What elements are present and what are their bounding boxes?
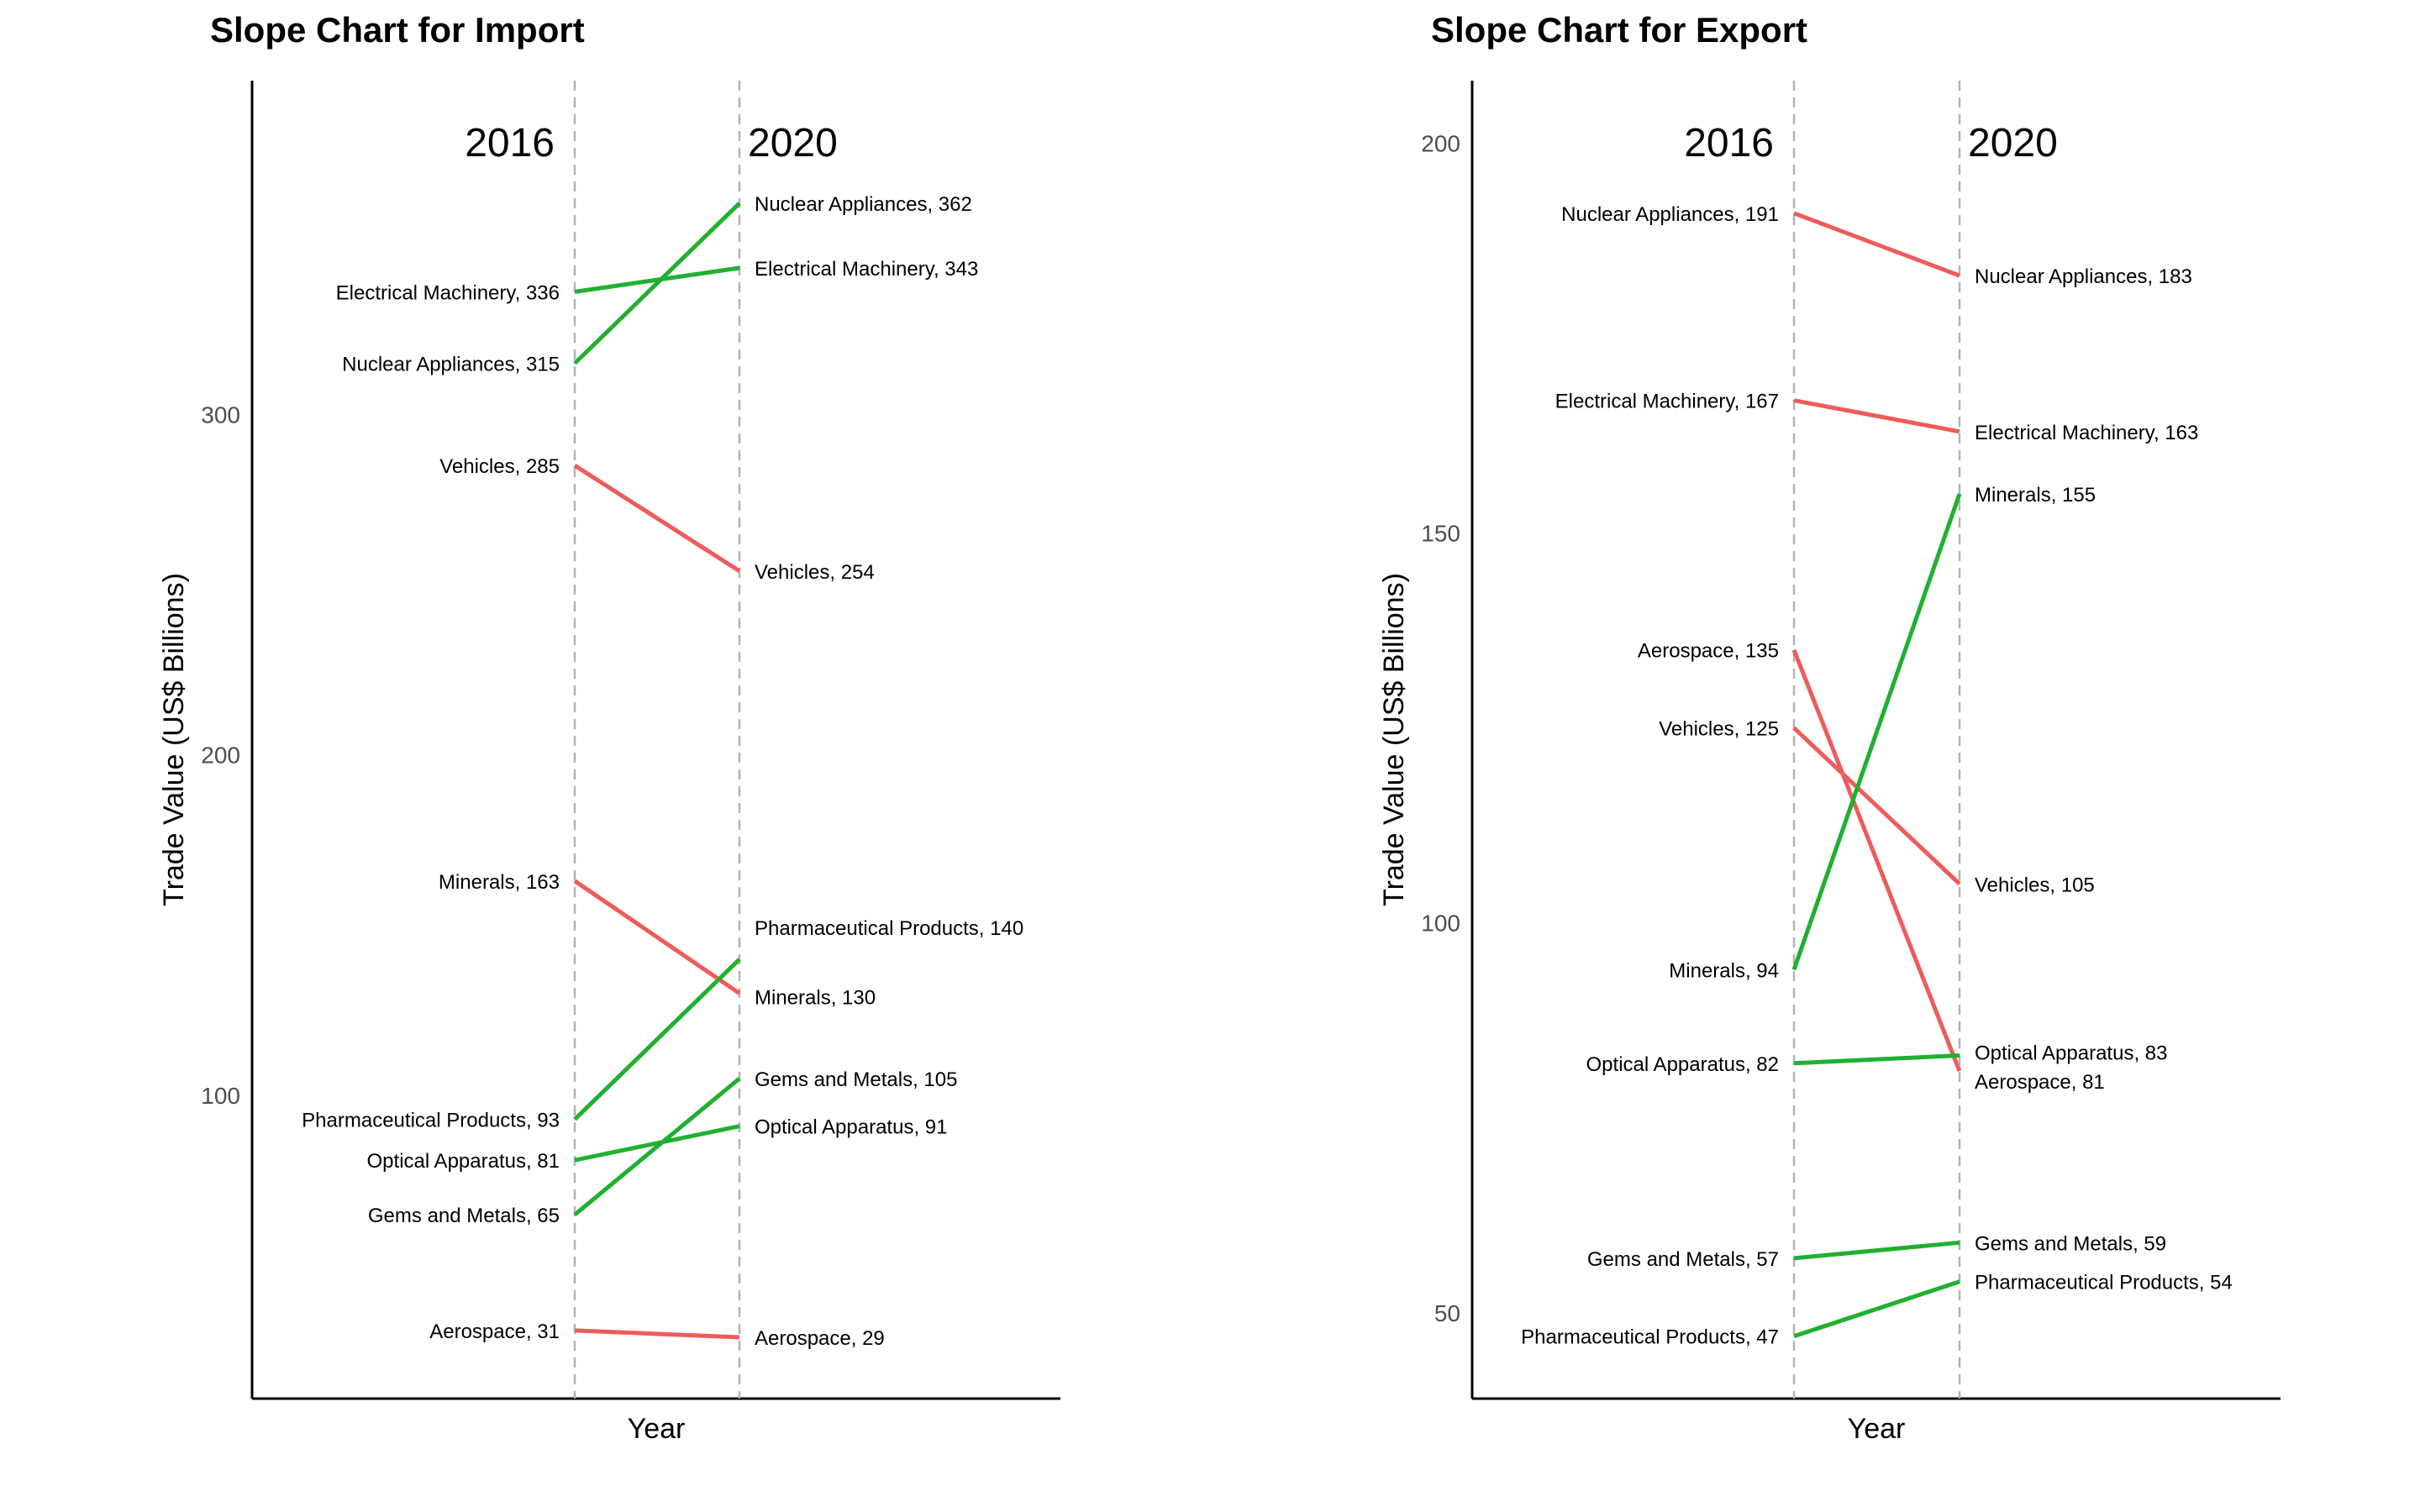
slope-chart-for-export-title: Slope Chart for Export (1431, 10, 1807, 50)
slope-chart-for-export-ytick-label: 200 (1421, 130, 1460, 156)
slope-chart-for-export-label-2020-gems-and-metals: Gems and Metals, 59 (1975, 1232, 2166, 1255)
slope-chart-for-import-label-2020-nuclear-appliances: Nuclear Appliances, 362 (755, 193, 972, 216)
slope-chart-for-export-label-2016-electrical-machinery: Electrical Machinery, 167 (1555, 391, 1779, 413)
slope-chart-for-import-label-2020-aerospace: Aerospace, 29 (755, 1327, 885, 1350)
slope-chart-for-import-label-2016-minerals: Minerals, 163 (439, 871, 560, 894)
slope-chart-for-export-label-2016-aerospace: Aerospace, 135 (1638, 640, 1779, 663)
slope-chart-for-export-label-2016-gems-and-metals: Gems and Metals, 57 (1587, 1248, 1779, 1271)
slope-chart-for-import-label-2020-electrical-machinery: Electrical Machinery, 343 (755, 258, 978, 281)
slope-chart-for-export-x-axis-label: Year (1848, 1413, 1906, 1445)
slope-chart-for-export-ytick-label: 50 (1434, 1300, 1460, 1326)
slope-chart-for-import-label-2016-electrical-machinery: Electrical Machinery, 336 (336, 281, 560, 304)
slope-chart-for-export-label-2016-nuclear-appliances: Nuclear Appliances, 191 (1561, 203, 1779, 226)
slope-chart-for-import-line-electrical-machinery (574, 265, 740, 294)
slope-chart-for-export-label-2016-optical-apparatus: Optical Apparatus, 82 (1586, 1053, 1779, 1076)
slope-chart-for-import-label-2016-vehicles: Vehicles, 285 (439, 455, 560, 478)
slope-chart-for-import-label-2020-minerals: Minerals, 130 (755, 987, 876, 1010)
slope-chart-for-import-label-2016-pharmaceutical-products: Pharmaceutical Products, 93 (302, 1110, 560, 1132)
slope-chart-for-import-ytick-label: 200 (201, 743, 240, 769)
slope-chart-for-export-line-nuclear-appliances (1793, 211, 1960, 278)
slope-chart-for-export-line-gems-and-metals (1793, 1240, 1960, 1261)
slope-chart-for-import-label-2016-gems-and-metals: Gems and Metals, 65 (368, 1205, 560, 1227)
slope-chart-for-import-x-axis-label: Year (628, 1413, 686, 1445)
slope-chart-for-import-line-aerospace (574, 1328, 740, 1340)
slope-chart-for-export-label-2016-minerals: Minerals, 94 (1669, 959, 1779, 982)
slope-chart-for-import-year-label-2020: 2020 (748, 121, 838, 165)
slope-chart-for-export-line-minerals (1791, 493, 1962, 971)
slope-chart-for-import-label-2020-gems-and-metals: Gems and Metals, 105 (755, 1068, 957, 1091)
slope-chart-for-import-label-2020-optical-apparatus: Optical Apparatus, 91 (755, 1116, 947, 1139)
slope-chart-for-export-year-label-2016: 2016 (1684, 121, 1774, 165)
slope-chart-for-export-ytick-label: 150 (1421, 520, 1460, 546)
slope-chart-for-import-ytick-label: 100 (201, 1083, 240, 1109)
slope-chart-for-export-label-2020-electrical-machinery: Electrical Machinery, 163 (1975, 422, 2198, 444)
slope-chart-for-export-label-2020-vehicles: Vehicles, 105 (1975, 874, 2095, 896)
slope-chart-for-import-line-nuclear-appliances (573, 202, 741, 365)
slope-chart-for-import-y-axis-label: Trade Value (US$ Billions) (158, 573, 190, 906)
slope-chart-for-import-line-gems-and-metals (573, 1076, 741, 1216)
slope-chart-for-import-label-2020-pharmaceutical-products: Pharmaceutical Products, 140 (755, 917, 1023, 940)
slope-chart-for-export-line-aerospace (1791, 648, 1962, 1072)
slope-chart-for-export-label-2020-nuclear-appliances: Nuclear Appliances, 183 (1975, 265, 2192, 288)
slope-chart-for-import-label-2020-vehicles: Vehicles, 254 (755, 561, 875, 584)
slope-chart-for-export-label-2020-aerospace: Aerospace, 81 (1975, 1071, 2105, 1094)
slope-chart-for-import-label-2016-optical-apparatus: Optical Apparatus, 81 (367, 1150, 560, 1173)
slope-chart-for-export-label-2020-pharmaceutical-products: Pharmaceutical Products, 54 (1975, 1272, 2233, 1294)
slope-chart-for-import-label-2016-aerospace: Aerospace, 31 (429, 1320, 560, 1343)
slope-chart-for-export-line-vehicles (1792, 726, 1961, 886)
slope-chart-for-import-title: Slope Chart for Import (210, 10, 585, 50)
slope-chart-for-export-label-2020-minerals: Minerals, 155 (1975, 484, 2096, 507)
slope-chart-for-import-line-minerals (573, 879, 741, 995)
slope-chart-for-import-year-label-2016: 2016 (465, 121, 555, 165)
slope-chart-for-export-line-pharmaceutical-products (1793, 1279, 1960, 1339)
slope-chart-for-export-ytick-label: 100 (1421, 911, 1460, 937)
slope-chart-for-export-line-optical-apparatus (1793, 1053, 1960, 1066)
slope-chart-for-export-year-label-2020: 2020 (1968, 121, 2058, 165)
slope-chart-for-export-y-axis-label: Trade Value (US$ Billions) (1378, 573, 1410, 906)
slope-chart-for-import-label-2016-nuclear-appliances: Nuclear Appliances, 315 (342, 354, 560, 376)
slope-chart-for-import-line-optical-apparatus (574, 1124, 740, 1163)
slope-chart-for-export-label-2020-optical-apparatus: Optical Apparatus, 83 (1975, 1042, 2167, 1065)
slope-chart-for-import-line-pharmaceutical-products (573, 958, 741, 1121)
slope-chart-for-export-label-2016-vehicles: Vehicles, 125 (1659, 718, 1779, 741)
slope-chart-for-export-label-2016-pharmaceutical-products: Pharmaceutical Products, 47 (1521, 1326, 1779, 1349)
slope-chart-for-export-line-electrical-machinery (1793, 398, 1960, 434)
slope-chart-for-import-ytick-label: 300 (201, 402, 240, 428)
slope-chart-for-import-line-vehicles (573, 464, 741, 573)
